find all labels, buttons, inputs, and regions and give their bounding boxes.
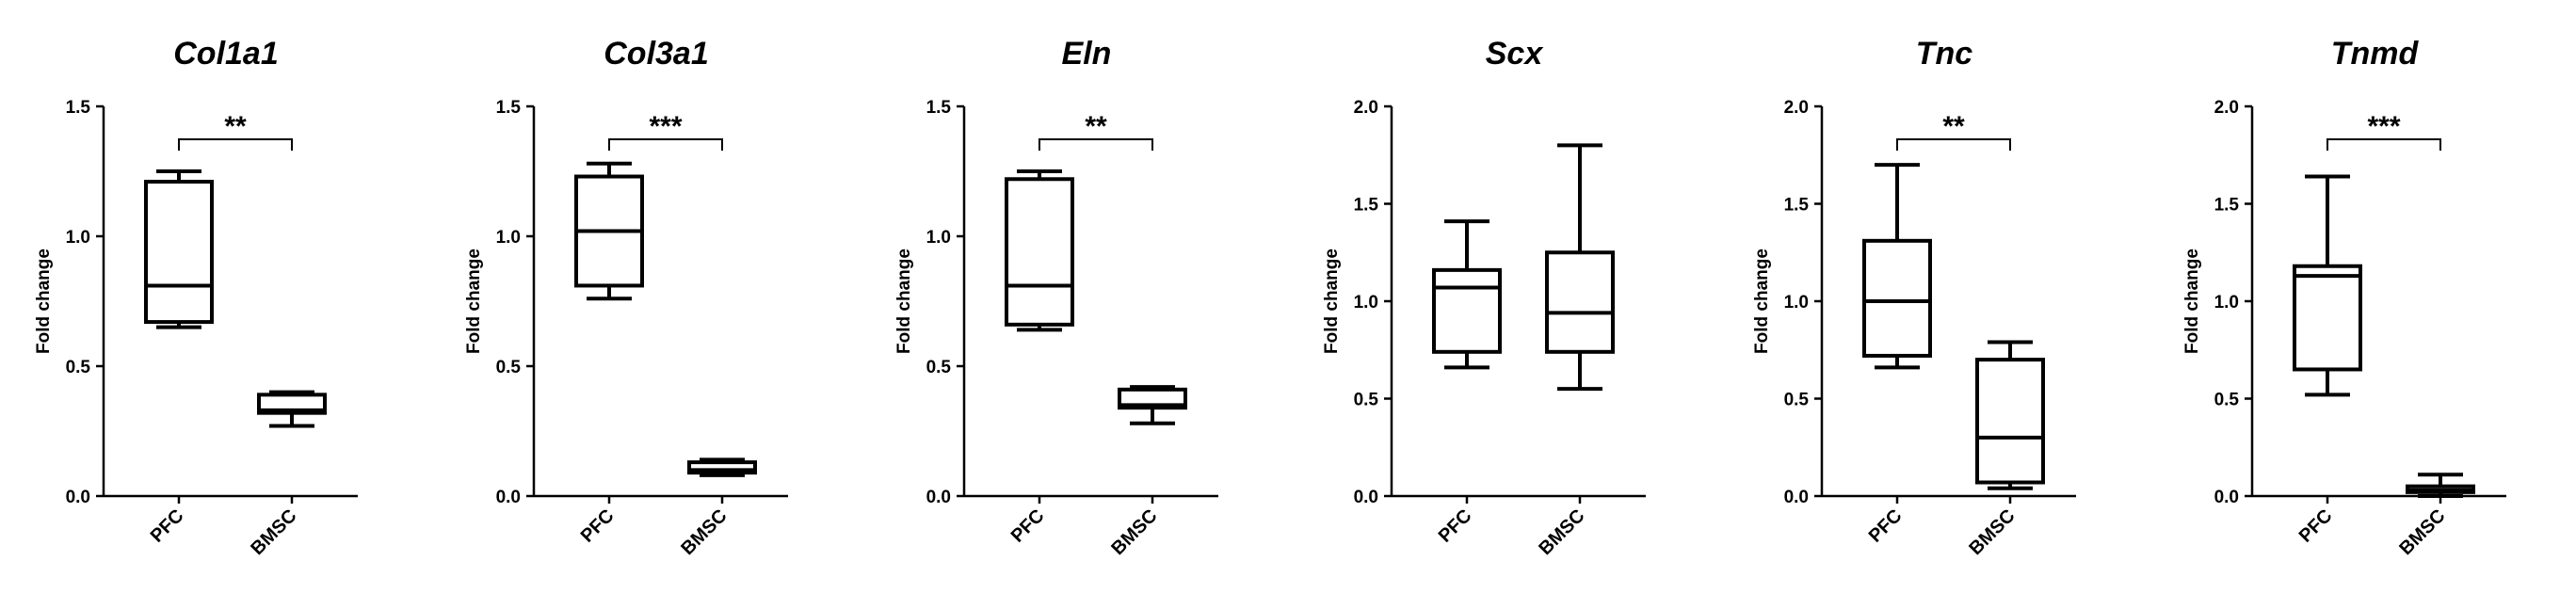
panel-title: Scx: [1486, 36, 1545, 72]
y-tick-label: 1.5: [496, 98, 522, 118]
panel-title: Tnc: [1916, 36, 1973, 72]
y-tick-label: 0.5: [926, 358, 952, 377]
x-tick-label: PFC: [1007, 505, 1049, 547]
significance-label: **: [1942, 111, 1965, 142]
box-pfc: [1862, 163, 1932, 370]
box-iqr: [687, 460, 757, 475]
y-axis-label: Fold change: [464, 248, 484, 354]
y-tick-label: 1.5: [1354, 196, 1379, 216]
panel-tnmd: Tnmd Fold change 0.0 0.5 1.0 1.5 2.0 PFC BMSC ***: [2182, 36, 2506, 559]
box-iqr: [1545, 250, 1615, 354]
y-tick-label: 2.0: [1354, 98, 1378, 118]
box-bmsc: [1545, 143, 1615, 392]
x-tick-label: BMSC: [247, 505, 300, 559]
y-tick-label: 2.0: [1784, 98, 1809, 118]
x-tick-label: BMSC: [2395, 505, 2449, 559]
box-iqr: [257, 393, 327, 415]
y-tick-label: 0.0: [66, 488, 90, 507]
box-iqr: [1118, 387, 1187, 410]
x-tick-label: PFC: [577, 505, 619, 547]
box-pfc: [1432, 219, 1502, 370]
x-tick-label: PFC: [1865, 505, 1907, 547]
y-tick-label: 1.0: [1784, 293, 1809, 313]
x-tick-label: BMSC: [1535, 505, 1588, 559]
significance-bracket: [2326, 138, 2441, 151]
y-axis-label: Fold change: [1752, 248, 1772, 354]
panel-col1a1: Col1a1 Fold change 0.0 0.5 1.0 1.5 PFC BMSC **: [34, 36, 358, 559]
panel-title: Col3a1: [604, 36, 709, 72]
y-tick-label: 0.5: [1354, 391, 1379, 410]
y-tick-label: 0.5: [66, 358, 91, 377]
y-tick-label: 1.0: [496, 228, 521, 248]
y-tick-label: 0.0: [1784, 488, 1809, 507]
x-tick-label: PFC: [147, 505, 188, 547]
y-tick-label: 2.0: [2214, 98, 2239, 118]
box-pfc: [574, 161, 644, 301]
y-tick-label: 0.5: [1784, 391, 1810, 410]
y-tick-label: 1.5: [66, 98, 91, 118]
panel-scx: Scx Fold change 0.0 0.5 1.0 1.5 2.0 PFC BMSC: [1322, 36, 1646, 559]
box-iqr: [1862, 238, 1932, 358]
y-axis-label: Fold change: [1322, 248, 1342, 354]
y-tick-label: 0.0: [2214, 488, 2239, 507]
box-bmsc: [1975, 340, 2045, 490]
box-pfc: [2293, 174, 2362, 397]
panel-eln: Eln Fold change 0.0 0.5 1.0 1.5 PFC BMSC **: [894, 36, 1218, 559]
significance-bracket: [1896, 138, 2011, 151]
y-axis-label: Fold change: [2182, 248, 2202, 354]
box-bmsc: [257, 390, 327, 428]
y-tick-label: 1.0: [1354, 293, 1378, 313]
y-tick-label: 0.5: [496, 358, 522, 377]
box-iqr: [1432, 267, 1502, 354]
panel-tnc: Tnc Fold change 0.0 0.5 1.0 1.5 2.0 PFC BMSC **: [1752, 36, 2076, 559]
panel-col3a1: Col3a1 Fold change 0.0 0.5 1.0 1.5 PFC BMSC ***: [464, 36, 788, 559]
y-tick-label: 1.5: [2214, 196, 2240, 216]
box-iqr: [144, 180, 214, 325]
panel-title: Eln: [1062, 36, 1112, 72]
box-pfc: [1005, 169, 1074, 332]
significance-bracket: [1038, 138, 1153, 151]
box-bmsc: [687, 457, 757, 477]
significance-label: ***: [649, 111, 682, 142]
box-bmsc: [2406, 473, 2475, 498]
x-tick-label: PFC: [2295, 505, 2337, 547]
y-tick-label: 1.0: [2214, 293, 2239, 313]
x-tick-label: BMSC: [1107, 505, 1161, 559]
y-tick-label: 0.0: [496, 488, 521, 507]
box-bmsc: [1118, 385, 1187, 425]
significance-label: **: [224, 111, 247, 142]
box-iqr: [1975, 358, 2045, 485]
significance-label: ***: [2367, 111, 2400, 142]
y-axis-label: Fold change: [894, 248, 914, 354]
box-iqr: [1005, 177, 1074, 327]
y-tick-label: 0.0: [926, 488, 951, 507]
x-tick-label: PFC: [1435, 505, 1476, 547]
box-iqr: [2293, 264, 2362, 372]
y-tick-label: 0.5: [2214, 391, 2240, 410]
y-tick-label: 1.5: [1784, 196, 1810, 216]
significance-bracket: [178, 138, 293, 151]
panel-title: Tnmd: [2331, 36, 2420, 72]
y-tick-label: 0.0: [1354, 488, 1378, 507]
panel-title: Col1a1: [173, 36, 279, 72]
y-tick-label: 1.5: [926, 98, 952, 118]
y-tick-label: 1.0: [926, 228, 951, 248]
significance-label: **: [1085, 111, 1107, 142]
x-tick-label: BMSC: [677, 505, 731, 559]
x-tick-label: BMSC: [1965, 505, 2019, 559]
y-axis-label: Fold change: [34, 248, 54, 354]
y-tick-label: 1.0: [66, 228, 90, 248]
box-pfc: [144, 169, 214, 329]
significance-bracket: [608, 138, 723, 151]
